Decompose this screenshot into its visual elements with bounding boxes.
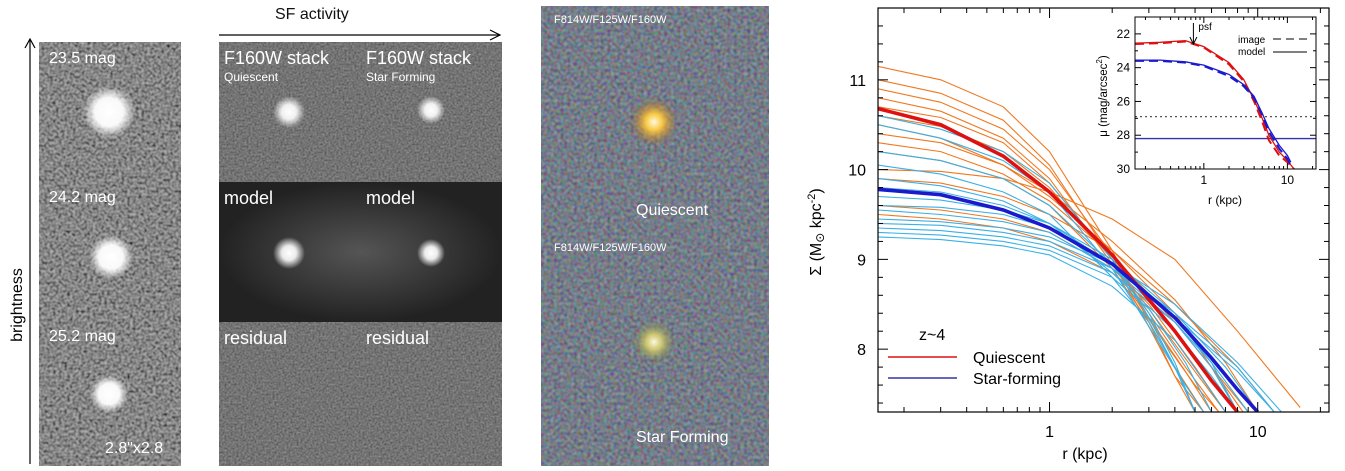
y-tick-label: 9 — [857, 252, 866, 269]
inset-curve-starforming-image — [1135, 59, 1292, 167]
color-galaxy-starforming — [632, 320, 676, 364]
stamp-mag-3: 25.2 mag — [49, 328, 116, 345]
thin-curve-quiescent — [878, 169, 1301, 408]
thin-curve-starforming — [878, 151, 1196, 412]
thin-curve-quiescent — [878, 178, 1275, 412]
stamp-column: 23.5 mag 24.2 mag 25.2 mag 2.8"x2.8 — [39, 42, 181, 466]
stamp-scale-label: 2.8"x2.8 — [105, 440, 164, 457]
color-label-starforming: Star Forming — [636, 429, 729, 446]
sf-activity-header: SF activity — [219, 6, 502, 42]
main-xlabel: r (kpc) — [1062, 446, 1107, 463]
thin-curve-starforming — [878, 178, 1238, 412]
color-galaxy-quiescent — [630, 98, 678, 146]
legend-label-quiescent: Quiescent — [973, 350, 1046, 367]
inset-y-tick-label: 22 — [1117, 27, 1131, 41]
main-mean-curves — [878, 106, 1260, 412]
thin-curve-starforming — [878, 218, 1282, 412]
psf-label: psf — [1198, 22, 1212, 33]
inset-ticks: 1 10 22 24 26 28 30 — [1117, 16, 1316, 187]
brightness-arrow — [24, 37, 36, 464]
sf-activity-label: SF activity — [275, 6, 349, 23]
main-plot-frame — [877, 7, 1330, 413]
brightness-axis: brightness — [9, 37, 40, 466]
thin-curve-starforming — [878, 124, 1205, 412]
brightness-label: brightness — [9, 268, 26, 342]
stack-col1-subtitle: Quiescent — [224, 70, 279, 84]
stack-col1-residual-label: residual — [224, 328, 288, 348]
color-filters-bottom: F814W/F125W/F160W — [554, 242, 667, 254]
y-tick-label: 11 — [849, 73, 866, 90]
thin-curve-quiescent — [878, 133, 1259, 412]
inset-y-tick-label: 28 — [1117, 128, 1131, 142]
stack-col2-title: F160W stack — [366, 48, 472, 68]
stack-col2-residual-label: residual — [366, 328, 430, 348]
main-ticks: 1 10 8 9 10 11 — [848, 7, 1329, 441]
stack-col1-title: F160W stack — [224, 48, 330, 68]
color-filters-top: F814W/F125W/F160W — [554, 14, 667, 26]
psf-marker: psf — [1189, 22, 1212, 46]
inset-legend-image: image — [1238, 35, 1266, 46]
inset-plot-frame — [1134, 16, 1317, 170]
stack-col1-model-label: model — [224, 188, 274, 208]
thin-curve-starforming — [878, 227, 1238, 412]
inset-y-tick-label: 24 — [1117, 61, 1131, 75]
inset-plot-area — [1135, 17, 1316, 169]
thin-curve-starforming — [878, 195, 1259, 412]
inset-ylabel: μ (mag/arcsec2) — [1095, 55, 1110, 137]
color-panel: F814W/F125W/F160W Quiescent F814W/F125W/… — [541, 6, 769, 466]
mean-curve-quiescent — [878, 106, 1239, 412]
y-tick-label: 8 — [857, 342, 866, 359]
sf-activity-arrow — [219, 29, 502, 41]
stamp-mag-2: 24.2 mag — [49, 189, 116, 206]
thin-curve-starforming — [878, 231, 1212, 412]
inset-x-tick-label: 1 — [1200, 173, 1207, 187]
stamp-galaxy-1 — [83, 86, 135, 138]
surface-density-chart: 1 10 8 9 10 11 r (kpc) Σ (M⊙ kpc-2) z~4 Quies… — [806, 7, 1330, 463]
thin-curve-starforming — [878, 222, 1275, 412]
stamp-galaxy-3 — [90, 375, 128, 413]
main-ylabel: Σ (M⊙ kpc-2) — [806, 188, 827, 276]
stack-images — [219, 42, 502, 466]
legend-label-starforming: Star-forming — [973, 371, 1061, 388]
inset-curve-starforming-model — [1135, 59, 1292, 163]
inset-xlabel: r (kpc) — [1208, 193, 1242, 207]
stack-starforming-model — [417, 239, 445, 267]
inset-x-tick-label: 10 — [1281, 173, 1295, 187]
color-label-quiescent: Quiescent — [636, 202, 709, 219]
stack-col2-model-label: model — [366, 188, 416, 208]
thin-curve-starforming — [878, 236, 1226, 412]
inset-curves — [1135, 39, 1316, 169]
stamp-galaxy-2 — [89, 235, 133, 279]
y-tick-label: 10 — [848, 163, 866, 180]
stamp-images — [39, 42, 181, 466]
stack-col2-subtitle: Star Forming — [366, 70, 436, 84]
stack-starforming-data — [417, 96, 445, 124]
inset-legend: image model — [1238, 35, 1307, 58]
inset-y-tick-label: 26 — [1117, 94, 1131, 108]
stamp-mag-1: 23.5 mag — [49, 50, 116, 67]
main-legend: Quiescent Star-forming — [888, 350, 1061, 388]
main-annotation: z~4 — [919, 327, 945, 344]
x-tick-label: 10 — [1249, 424, 1267, 441]
inset-legend-model: model — [1238, 47, 1265, 58]
stack-quiescent-model — [273, 237, 305, 269]
inset-y-tick-label: 30 — [1117, 162, 1131, 176]
stack-quiescent-data — [273, 96, 305, 128]
color-images — [541, 6, 769, 466]
x-tick-label: 1 — [1045, 424, 1054, 441]
stack-panel: F160W stack Quiescent F160W stack Star F… — [219, 42, 502, 466]
mean-curve-starforming — [878, 187, 1260, 412]
